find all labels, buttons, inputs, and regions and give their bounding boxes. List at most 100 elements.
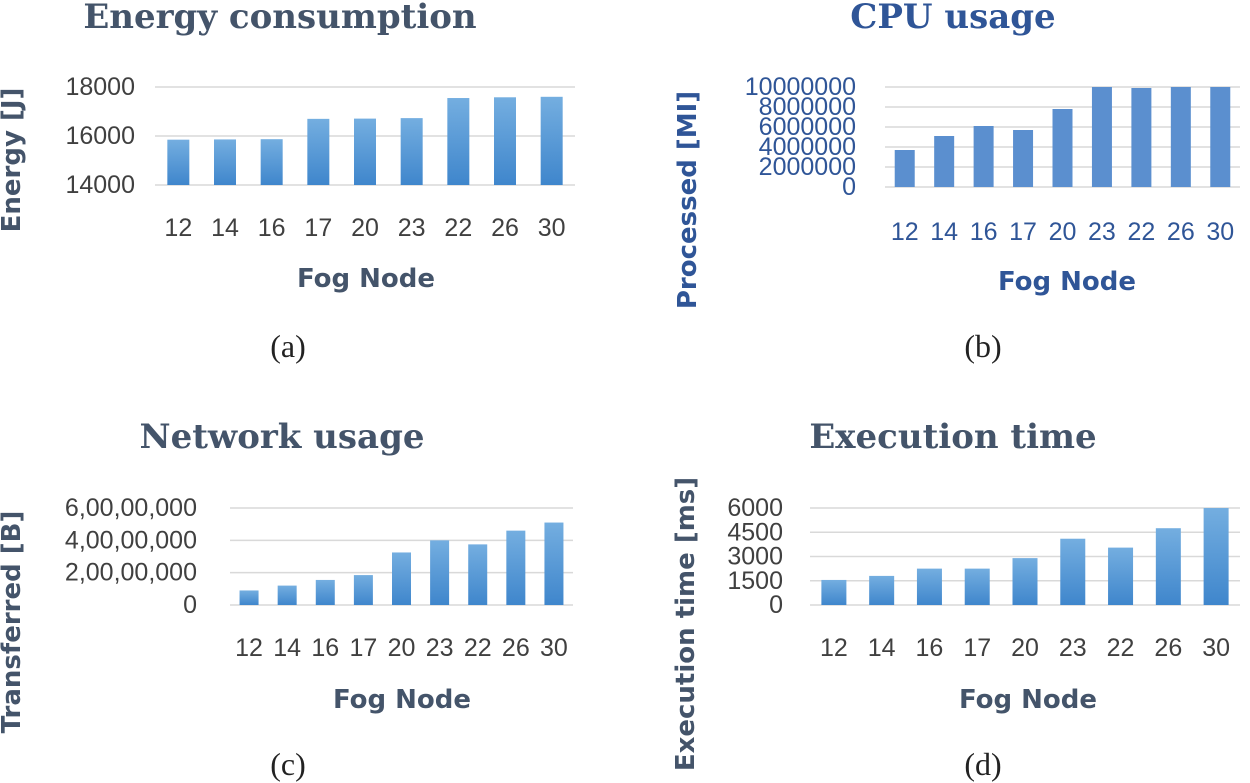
bar-20 xyxy=(1052,109,1073,187)
y-axis-label: Transferred [B] xyxy=(0,511,27,734)
bar-14 xyxy=(277,585,297,605)
y-tick-label: 0 xyxy=(769,591,783,619)
bar-17 xyxy=(353,575,373,605)
bar-20 xyxy=(354,118,376,185)
bar-22 xyxy=(1108,547,1134,605)
y-tick-label: 16000 xyxy=(65,122,135,150)
x-tick-label: 26 xyxy=(1167,218,1195,246)
x-tick-label: 16 xyxy=(916,634,944,662)
x-axis-label: Fog Node xyxy=(333,685,471,715)
bar-16 xyxy=(260,139,283,185)
bar-23 xyxy=(1060,538,1086,605)
bar-17 xyxy=(307,118,330,185)
y-tick-label: 0 xyxy=(842,173,856,201)
x-tick-label: 20 xyxy=(351,214,379,242)
panel-caption: (a) xyxy=(270,328,306,364)
x-tick-label: 23 xyxy=(1059,634,1087,662)
y-tick-label: 0 xyxy=(183,591,197,619)
y-tick-label: 3000 xyxy=(727,543,783,571)
bar-30 xyxy=(1210,87,1231,187)
bar-23 xyxy=(1091,87,1112,187)
bar-23 xyxy=(430,540,450,605)
x-axis-label: Fog Node xyxy=(998,267,1136,297)
bar-12 xyxy=(894,150,915,187)
y-tick-label: 6000 xyxy=(727,494,783,522)
x-tick-label: 16 xyxy=(258,214,286,242)
x-tick-label: 17 xyxy=(963,634,991,662)
y-tick-label: 8000000 xyxy=(759,93,856,121)
chart-title: Network usage xyxy=(140,417,425,457)
chart-network: Network usage Transferred [B] Fog Node (… xyxy=(0,417,573,782)
bar-26 xyxy=(506,530,526,605)
bar-30 xyxy=(540,96,563,185)
chart-title: CPU usage xyxy=(850,0,1055,37)
y-axis-label: Execution time [ms] xyxy=(671,477,701,771)
x-tick-label: 14 xyxy=(273,634,301,662)
bar-20 xyxy=(1012,558,1038,605)
y-tick-label: 4,00,00,000 xyxy=(65,526,197,554)
bar-26 xyxy=(494,97,516,185)
bar-22 xyxy=(1131,88,1152,187)
x-tick-label: 23 xyxy=(426,634,454,662)
bar-26 xyxy=(1170,87,1191,187)
bar-20 xyxy=(392,552,411,605)
bar-12 xyxy=(821,579,847,605)
chart-exec: Execution time Execution time [ms] Fog N… xyxy=(671,417,1240,782)
x-tick-label: 14 xyxy=(211,214,239,242)
chart-energy: Energy consumption Energy [J] Fog Node (… xyxy=(0,0,575,364)
bar-16 xyxy=(916,568,942,605)
x-axis-label: Fog Node xyxy=(959,685,1097,715)
x-tick-label: 17 xyxy=(1009,218,1037,246)
x-tick-label: 12 xyxy=(164,214,192,242)
x-tick-label: 12 xyxy=(235,634,263,662)
x-tick-label: 12 xyxy=(891,218,919,246)
panel-caption: (d) xyxy=(964,746,1001,782)
x-tick-label: 30 xyxy=(540,634,568,662)
panel-caption: (c) xyxy=(270,746,306,782)
x-tick-label: 30 xyxy=(538,214,566,242)
x-axis-label: Fog Node xyxy=(297,264,435,294)
x-tick-label: 26 xyxy=(1154,634,1182,662)
x-tick-label: 30 xyxy=(1202,634,1230,662)
x-tick-label: 17 xyxy=(349,634,377,662)
x-tick-label: 16 xyxy=(970,218,998,246)
y-tick-label: 4500 xyxy=(727,518,783,546)
panel-caption: (b) xyxy=(964,328,1001,364)
x-tick-label: 23 xyxy=(1088,218,1116,246)
bar-23 xyxy=(400,118,423,185)
y-tick-label: 2,00,00,000 xyxy=(65,559,197,587)
x-tick-label: 20 xyxy=(1011,634,1039,662)
x-tick-label: 17 xyxy=(304,214,332,242)
y-tick-label: 6000000 xyxy=(759,113,856,141)
y-tick-label: 6,00,00,000 xyxy=(65,494,197,522)
bar-12 xyxy=(167,139,190,185)
x-tick-label: 16 xyxy=(311,634,339,662)
x-tick-label: 26 xyxy=(502,634,530,662)
bar-26 xyxy=(1155,528,1181,605)
y-tick-label: 2000000 xyxy=(759,153,856,181)
x-tick-label: 12 xyxy=(820,634,848,662)
y-tick-label: 14000 xyxy=(65,171,135,199)
bar-14 xyxy=(934,136,955,187)
x-tick-label: 22 xyxy=(1127,218,1155,246)
bar-17 xyxy=(964,568,990,605)
x-tick-label: 22 xyxy=(444,214,472,242)
x-tick-label: 26 xyxy=(491,214,519,242)
x-tick-label: 22 xyxy=(1107,634,1135,662)
bar-22 xyxy=(468,544,488,605)
bar-30 xyxy=(544,522,564,605)
x-tick-label: 20 xyxy=(388,634,416,662)
y-tick-label: 4000000 xyxy=(759,133,856,161)
bar-12 xyxy=(239,590,259,605)
y-axis-label: Processed [MI] xyxy=(673,91,703,309)
bar-16 xyxy=(315,579,335,605)
y-tick-label: 18000 xyxy=(65,73,135,101)
x-tick-label: 22 xyxy=(464,634,492,662)
bar-17 xyxy=(1013,130,1034,187)
y-tick-label: 1500 xyxy=(727,567,783,595)
bar-16 xyxy=(973,126,994,187)
y-tick-label: 10000000 xyxy=(745,73,856,101)
bar-14 xyxy=(214,139,236,185)
bar-22 xyxy=(447,98,470,185)
